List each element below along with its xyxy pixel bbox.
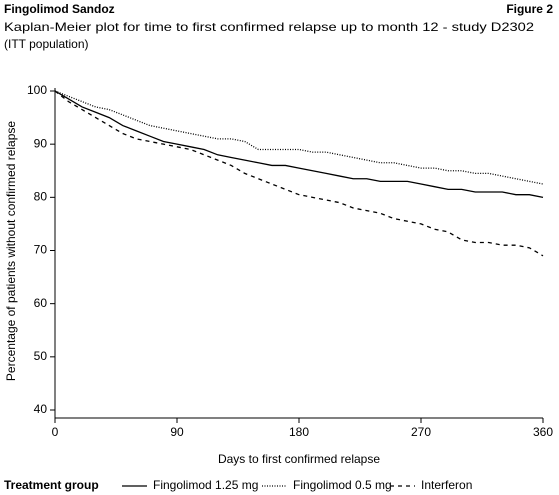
y-tick-label: 50 — [34, 349, 48, 363]
x-tick-label: 0 — [52, 425, 59, 439]
legend-label: Interferon — [421, 478, 472, 492]
subtitle: (ITT population) — [4, 37, 89, 51]
legend-label: Fingolimod 1.25 mg — [153, 478, 258, 492]
header: Fingolimod Sandoz — [4, 2, 115, 16]
y-axis-label: Percentage of patients without confirmed… — [4, 121, 18, 381]
y-tick-label: 80 — [34, 190, 48, 204]
series-line — [54, 90, 544, 185]
y-tick-label: 70 — [34, 243, 48, 257]
x-tick-label: 270 — [411, 425, 431, 439]
figure-label: Figure 2 — [506, 2, 553, 16]
y-tick-label: 100 — [27, 83, 47, 97]
x-tick-label: 90 — [170, 425, 184, 439]
series-line — [54, 90, 544, 198]
x-tick-label: 180 — [289, 425, 309, 439]
legend-label: Fingolimod 0.5 mg — [293, 478, 392, 492]
subtitle: Kaplan-Meier plot for time to first conf… — [4, 20, 534, 34]
x-axis-label: Days to first confirmed relapse — [218, 452, 380, 466]
series-line — [54, 90, 544, 257]
y-tick-label: 60 — [34, 296, 48, 310]
y-tick-label: 40 — [34, 402, 48, 416]
x-tick-label: 360 — [533, 425, 553, 439]
legend-title: Treatment group — [4, 478, 99, 492]
y-tick-label: 90 — [34, 136, 48, 150]
